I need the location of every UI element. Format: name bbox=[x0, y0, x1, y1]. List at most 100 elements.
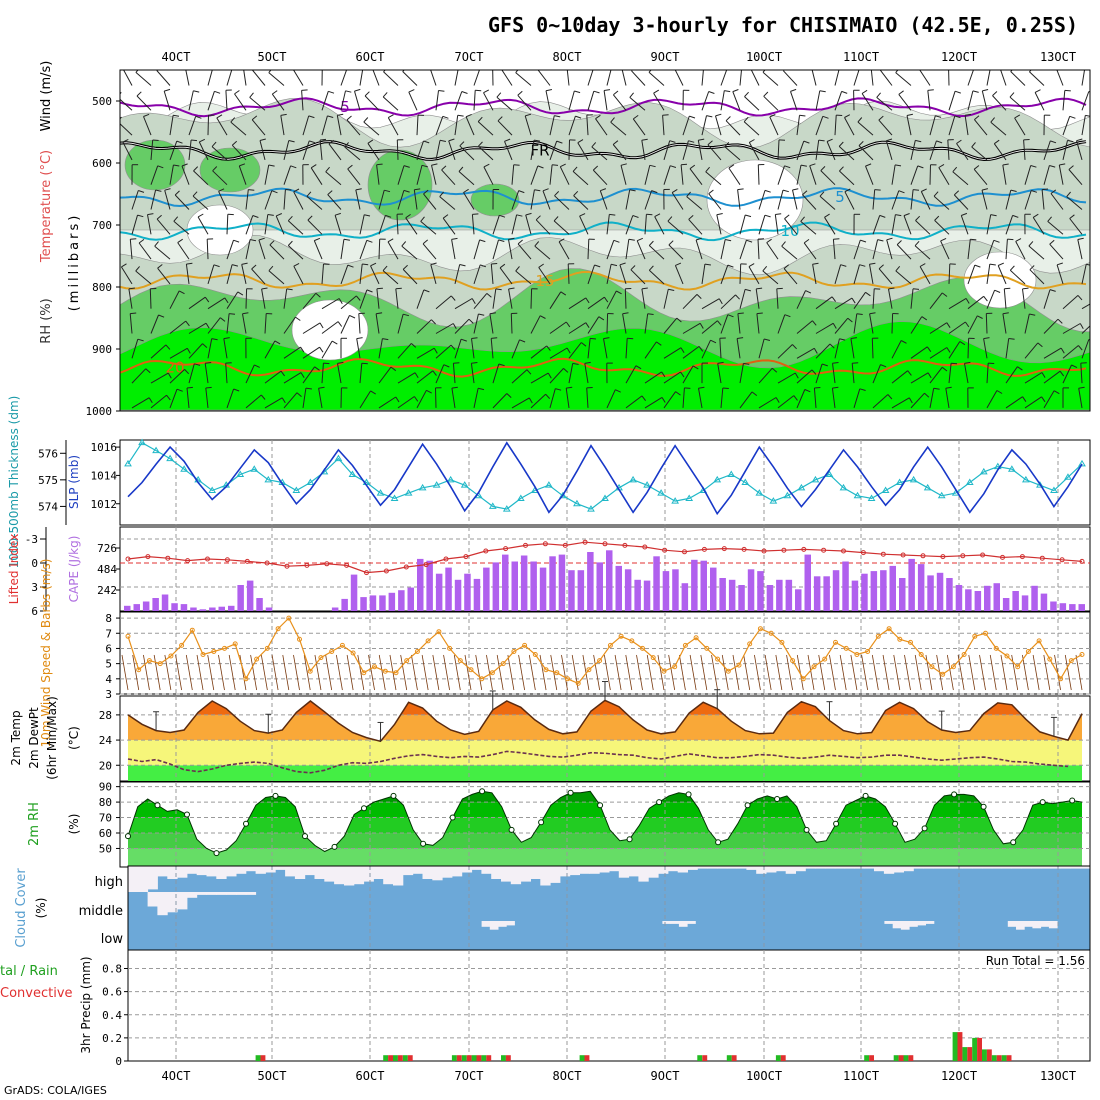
wind10m-point bbox=[264, 645, 270, 651]
wind10m-point bbox=[168, 653, 174, 659]
wind-barb bbox=[150, 139, 154, 160]
rh-point bbox=[951, 791, 958, 798]
wind-barb bbox=[359, 363, 363, 384]
wind-barb-flag bbox=[390, 366, 397, 372]
wind10m-barb bbox=[539, 654, 547, 691]
wind-barb bbox=[363, 121, 380, 136]
thickness-point bbox=[895, 478, 904, 485]
wind-barb bbox=[416, 115, 419, 136]
precip-convective-bar bbox=[957, 1032, 963, 1061]
cloud-high-bar bbox=[1060, 866, 1071, 869]
wind-barb bbox=[129, 239, 133, 260]
wind-barb bbox=[120, 123, 133, 136]
wind-barb bbox=[1005, 239, 1008, 260]
wind-barb bbox=[708, 193, 722, 210]
wind-barb bbox=[674, 265, 684, 285]
wind-barb-flag bbox=[886, 138, 893, 142]
cape-bar bbox=[785, 579, 793, 611]
wind10m-point bbox=[983, 630, 988, 636]
wind-barb-flag bbox=[431, 163, 438, 166]
wind-barb bbox=[549, 321, 567, 334]
wind-barb bbox=[663, 165, 671, 185]
wind-barb bbox=[929, 388, 935, 408]
cloud-high-bar bbox=[658, 866, 669, 874]
wind-barb bbox=[641, 288, 646, 309]
wind-barb-flag bbox=[953, 190, 960, 196]
cape-bar bbox=[133, 604, 140, 611]
precip-tick-label: 0.8 bbox=[102, 963, 122, 976]
wind-barb bbox=[243, 70, 247, 86]
wind10m-point bbox=[1025, 649, 1031, 654]
bottom-x-tick-label: 12OCT bbox=[941, 1069, 977, 1083]
wind10m-point bbox=[747, 641, 753, 647]
wind-barb-flag bbox=[628, 238, 635, 241]
wind-barb bbox=[537, 70, 551, 86]
wind-barb bbox=[325, 171, 342, 186]
wind-barb-flag bbox=[432, 370, 437, 376]
cloud-high-bar bbox=[1080, 866, 1091, 869]
wind10m-point bbox=[425, 638, 431, 644]
thickness-point bbox=[1007, 465, 1016, 472]
wind10m-barb bbox=[1032, 654, 1040, 691]
cloud-high-bar bbox=[1001, 866, 1012, 869]
wind-barb bbox=[510, 313, 513, 334]
wind-barb-flag bbox=[1079, 323, 1084, 329]
wind-barb bbox=[625, 189, 631, 210]
wind-barb bbox=[621, 70, 627, 86]
wind10m-point bbox=[382, 668, 388, 674]
wind-barb-flag bbox=[1031, 190, 1038, 193]
li-label: Lifted Index bbox=[7, 534, 21, 605]
wind-barb-flag bbox=[408, 89, 415, 93]
bottom-x-tick-label: 9OCT bbox=[651, 1069, 680, 1083]
wind-barb bbox=[249, 97, 266, 111]
wind-barb bbox=[739, 263, 742, 284]
wind-barb bbox=[577, 142, 589, 161]
precip-convective-bar bbox=[702, 1055, 708, 1061]
wind-barb-flag bbox=[996, 390, 1003, 394]
wind-barb-flag bbox=[1057, 318, 1063, 324]
wind-barb-flag bbox=[993, 239, 1000, 243]
wind-barb bbox=[150, 165, 159, 185]
wind-barb bbox=[358, 313, 361, 334]
wind-barb-flag bbox=[598, 316, 605, 321]
wind-barb bbox=[1024, 396, 1042, 409]
wind-barb-flag bbox=[590, 337, 597, 340]
cloud-high-bar bbox=[373, 866, 384, 879]
wind-barb bbox=[545, 90, 551, 111]
thickness-point bbox=[643, 481, 651, 488]
wind-barb bbox=[524, 115, 532, 136]
wind-barb bbox=[268, 72, 285, 86]
wind10m-barb bbox=[325, 654, 333, 691]
wind-barb-flag bbox=[194, 363, 201, 366]
wind-barb bbox=[321, 263, 324, 284]
wind-barb bbox=[378, 239, 381, 260]
cape-bar bbox=[700, 560, 707, 611]
wind-barb bbox=[397, 314, 404, 334]
wind-barb bbox=[891, 214, 896, 235]
cape-bar bbox=[1031, 585, 1038, 611]
wind-barb-flag bbox=[176, 140, 183, 144]
wind-barb bbox=[743, 121, 760, 136]
wind10m-barb bbox=[411, 654, 418, 691]
wind-barb-flag bbox=[261, 287, 268, 290]
cape-bar bbox=[624, 569, 632, 611]
precip-convective-bar bbox=[584, 1055, 590, 1061]
wind-barb bbox=[430, 70, 437, 86]
wind-barb-flag bbox=[525, 212, 532, 216]
wind10m-barb bbox=[164, 654, 172, 691]
li-point bbox=[542, 541, 548, 547]
wind-barb bbox=[641, 140, 646, 160]
wind-barb-flag bbox=[763, 338, 771, 341]
li-point bbox=[860, 550, 866, 556]
li-point bbox=[224, 557, 230, 563]
cape-bar bbox=[539, 567, 547, 611]
cloud-high-bar bbox=[265, 866, 276, 873]
wind-barb-flag bbox=[612, 140, 619, 145]
minmax-label: (6hr Min/Max) bbox=[45, 696, 59, 780]
wind-barb-flag bbox=[554, 115, 561, 118]
wind-barb bbox=[1047, 221, 1064, 235]
wind-barb bbox=[985, 313, 988, 334]
temp-tick-label: 24 bbox=[99, 734, 113, 747]
dewpoint-series-line bbox=[127, 750, 1069, 774]
wind-barb bbox=[625, 365, 637, 384]
